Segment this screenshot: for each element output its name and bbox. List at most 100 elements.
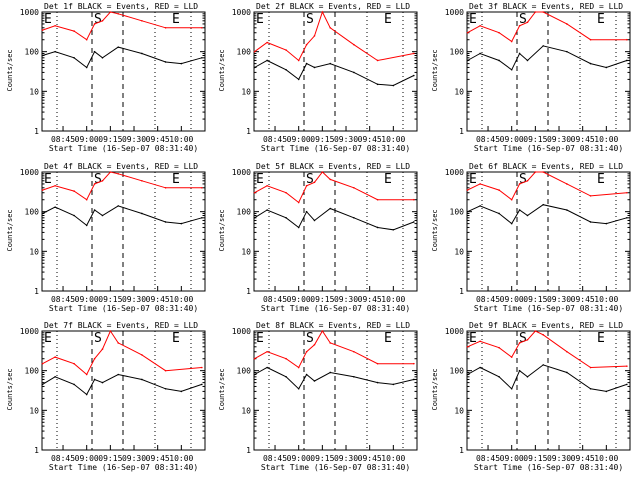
data-point xyxy=(534,330,537,332)
data-point xyxy=(253,191,256,194)
data-point xyxy=(542,334,545,336)
x-tick-label: 08:45 xyxy=(51,135,75,144)
data-point xyxy=(41,362,44,365)
marker-label: E xyxy=(469,331,477,346)
data-point xyxy=(101,180,104,182)
data-point xyxy=(353,71,355,74)
data-point xyxy=(466,31,469,34)
data-point xyxy=(201,383,203,386)
data-point xyxy=(101,214,104,217)
data-point xyxy=(626,191,628,194)
x-tick-label: 09:15 xyxy=(98,454,122,463)
data-point xyxy=(180,222,183,225)
y-tick-label: 10 xyxy=(29,87,39,96)
y-tick-label: 10 xyxy=(241,247,251,256)
y-tick-label: 100 xyxy=(25,48,40,57)
data-point xyxy=(376,198,379,201)
x-tick-label: 09:00 xyxy=(500,295,524,304)
x-tick-label: 09:00 xyxy=(287,135,311,144)
data-point xyxy=(41,29,44,31)
data-point xyxy=(285,191,287,194)
data-point xyxy=(498,376,500,378)
data-point xyxy=(542,203,545,206)
x-axis-label: Start Time (16-Sep-07 08:31:40) xyxy=(261,463,410,472)
marker-label: E xyxy=(44,172,52,187)
data-point xyxy=(109,330,112,332)
y-axis-label: Counts/sec xyxy=(6,209,14,251)
x-tick-label: 09:00 xyxy=(500,135,524,144)
x-tick-label: 10:00 xyxy=(169,454,193,463)
data-point xyxy=(313,35,316,37)
data-point xyxy=(479,24,481,27)
x-tick-label: 09:45 xyxy=(571,295,595,304)
y-tick-label: 1000 xyxy=(20,8,39,17)
data-point xyxy=(266,366,268,369)
panel-det-2: Det 2f BLACK = Events, RED = LLD Counts/s… xyxy=(218,2,418,153)
data-point xyxy=(413,74,415,77)
data-point xyxy=(101,348,104,350)
data-point xyxy=(498,31,500,34)
x-tick-label: 09:45 xyxy=(571,454,595,463)
x-tick-label: 09:30 xyxy=(547,135,571,144)
x-tick-label: 10:00 xyxy=(169,135,193,144)
data-point xyxy=(413,198,415,201)
data-point xyxy=(466,373,469,376)
data-point xyxy=(305,184,308,187)
x-tick-label: 08:45 xyxy=(263,295,287,304)
x-tick-label: 09:00 xyxy=(287,295,311,304)
panel-title: Det 6f BLACK = Events, RED = LLD xyxy=(469,162,623,171)
x-tick-label: 09:30 xyxy=(122,454,146,463)
x-tick-label: 10:00 xyxy=(594,135,618,144)
y-tick-label: 1 xyxy=(34,446,39,455)
panel-det-9: Det 9f BLACK = Events, RED = LLD Counts/s… xyxy=(431,321,631,472)
data-point xyxy=(566,50,568,53)
marker-label: E xyxy=(172,172,180,187)
data-point xyxy=(376,362,379,365)
data-point xyxy=(392,228,395,231)
data-point xyxy=(353,217,355,219)
data-point xyxy=(313,343,316,346)
data-point xyxy=(479,340,481,343)
marker-label: E xyxy=(172,12,180,27)
y-tick-label: 10 xyxy=(29,247,39,256)
data-point xyxy=(285,49,287,51)
data-point xyxy=(329,371,332,374)
x-tick-label: 09:45 xyxy=(358,454,382,463)
data-point xyxy=(141,354,143,356)
data-point xyxy=(466,59,469,62)
data-point xyxy=(566,371,568,374)
data-point xyxy=(329,342,332,344)
panel-title: Det 3f BLACK = Events, RED = LLD xyxy=(469,2,623,11)
x-tick-label: 08:45 xyxy=(51,295,75,304)
data-point xyxy=(498,346,500,349)
data-point xyxy=(141,20,143,22)
panel-title: Det 9f BLACK = Events, RED = LLD xyxy=(469,321,623,330)
data-point xyxy=(392,84,395,87)
data-point xyxy=(413,378,415,381)
data-point xyxy=(305,373,308,376)
data-point xyxy=(85,66,88,69)
data-point xyxy=(41,212,44,215)
data-point xyxy=(73,57,75,59)
data-point xyxy=(626,59,628,62)
y-tick-label: 1000 xyxy=(445,327,464,336)
data-point xyxy=(498,212,500,215)
data-point xyxy=(180,390,183,393)
x-tick-label: 09:00 xyxy=(500,454,524,463)
data-point xyxy=(73,214,75,217)
x-tick-label: 10:00 xyxy=(381,135,405,144)
data-point xyxy=(329,62,332,65)
x-axis-label: Start Time (16-Sep-07 08:31:40) xyxy=(49,144,198,153)
y-tick-label: 100 xyxy=(237,48,252,57)
data-point xyxy=(498,59,500,62)
data-point xyxy=(141,378,143,381)
y-tick-label: 1 xyxy=(459,127,464,136)
data-point xyxy=(266,209,268,211)
marker-label: E xyxy=(384,331,392,346)
series-events xyxy=(467,45,627,71)
data-point xyxy=(141,180,143,182)
x-tick-label: 09:30 xyxy=(334,295,358,304)
data-point xyxy=(41,189,44,191)
series-events xyxy=(254,366,414,390)
marker-label: S xyxy=(519,12,527,27)
